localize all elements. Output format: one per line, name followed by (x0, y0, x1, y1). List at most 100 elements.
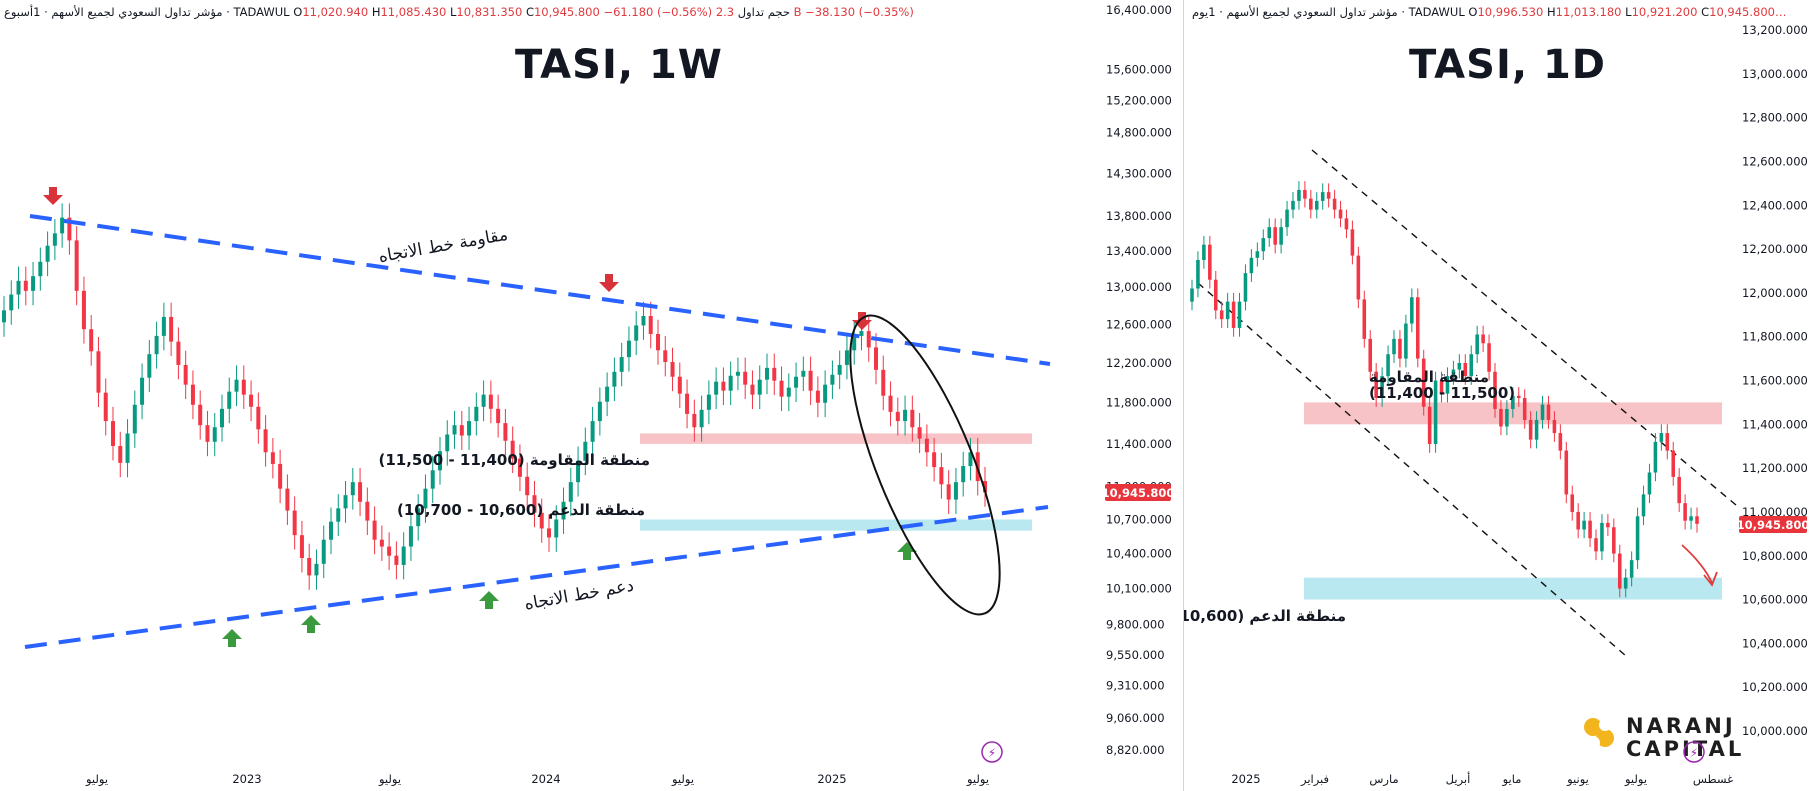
candle-body (1368, 338, 1373, 372)
candle-body (1600, 522, 1604, 552)
candle-body (1528, 419, 1533, 440)
candle-body (1606, 522, 1610, 528)
daily-chart-panel[interactable]: مؤشر تداول السعودي لجميع الأسهم · 1يوم ·… (1183, 0, 1813, 791)
candle-body (1475, 334, 1479, 355)
candle-body (1588, 520, 1592, 539)
candle-body (1326, 192, 1331, 199)
y-axis-tick: 11,400.000 (1106, 437, 1172, 451)
down-arrow-icon (599, 282, 619, 292)
candle-body (190, 384, 195, 405)
candle-body (183, 364, 188, 385)
y-axis-tick: 12,200.000 (1742, 242, 1808, 256)
candle-body (408, 526, 413, 547)
candle-body (765, 367, 769, 380)
y-axis-tick: 9,800.000 (1106, 617, 1165, 631)
candle-body (1237, 301, 1242, 328)
candle-body (103, 392, 108, 422)
lightning-icon[interactable]: ⚡ (981, 741, 1003, 763)
candle-body (496, 408, 501, 424)
high-label: H (371, 5, 381, 19)
candle-body (1196, 260, 1200, 289)
candle-body (547, 528, 551, 538)
candle-body (837, 364, 842, 375)
y-axis-tick: 10,800.000 (1742, 549, 1808, 563)
candle-body (626, 340, 631, 358)
y-axis-tick: 15,200.000 (1106, 94, 1172, 108)
candle-body (1451, 369, 1456, 377)
y-axis-tick: 10,400.000 (1106, 546, 1172, 560)
candle-body (874, 347, 878, 370)
candle-body (350, 482, 355, 496)
candle-body (1231, 301, 1236, 328)
candle-body (365, 501, 370, 521)
symbol-label[interactable]: مؤشر تداول السعودي لجميع الأسهم · 1أسبوع… (4, 5, 290, 19)
symbol-label[interactable]: مؤشر تداول السعودي لجميع الأسهم · 1يوم ·… (1192, 5, 1465, 19)
close-label: C (525, 5, 534, 19)
support-zone-label: منطقة الدعم (10,600 - 10,700) (1184, 607, 1346, 625)
lightning-icon[interactable]: ⚡ (1683, 741, 1705, 763)
candle-body (619, 357, 624, 372)
support-zone (1304, 577, 1722, 600)
low-label: L (1625, 5, 1632, 19)
candle-body (1617, 553, 1622, 589)
candle-body (329, 521, 333, 540)
candle-body (169, 316, 174, 342)
candle-body (343, 495, 348, 509)
resistance-zone-title: منطقة المقاومة (1369, 368, 1489, 386)
candle-body (779, 380, 784, 397)
candle-body (852, 335, 857, 351)
last-price-tag: 10,945.800 (1737, 516, 1809, 533)
channel-upper-line (1311, 149, 1737, 506)
candle-body (706, 394, 711, 410)
candle-body (1219, 310, 1224, 320)
x-axis-tick: فبراير (1300, 772, 1329, 787)
candle-body (1362, 299, 1367, 339)
candle-body (1398, 338, 1402, 359)
candle-body (888, 395, 893, 412)
candle-body (786, 387, 791, 397)
candle-body (1415, 297, 1420, 359)
candle-body (597, 401, 602, 422)
candle-body (1689, 516, 1693, 521)
weekly-chart-canvas[interactable]: 16,400.000 15,600.000 15,200.000 14,800.000… (0, 0, 1182, 791)
candle-body (60, 217, 65, 234)
x-axis-tick: 2023 (232, 772, 261, 786)
candle-body (1499, 408, 1503, 427)
candle-body (81, 290, 86, 330)
candle-body (983, 481, 987, 493)
y-axis-tick: 10,700.000 (1106, 512, 1172, 526)
candle-body (1279, 227, 1283, 245)
down-arrow-icon (858, 312, 866, 321)
x-axis-tick: يوليو (85, 772, 108, 787)
candle-body (52, 233, 57, 246)
candle-body (270, 452, 275, 464)
weekly-chart-panel[interactable]: مؤشر تداول السعودي لجميع الأسهم · 1أسبوع… (0, 0, 1182, 791)
candle-body (118, 445, 123, 463)
channel-lower-line (1197, 282, 1627, 657)
candle-body (648, 315, 653, 334)
candle-body (1273, 227, 1277, 245)
y-axis-tick: 12,600.000 (1106, 317, 1172, 331)
candle-body (1522, 398, 1527, 420)
candle-body (568, 482, 573, 502)
candle-body (728, 375, 733, 391)
candle-body (1392, 338, 1396, 355)
candle-body (438, 451, 442, 471)
close-value: 10,945.800… (1709, 5, 1787, 19)
candle-body (67, 217, 72, 241)
y-axis-tick: 12,400.000 (1742, 198, 1808, 212)
candle-body (140, 377, 145, 405)
daily-header: مؤشر تداول السعودي لجميع الأسهم · 1يوم ·… (1192, 5, 1786, 19)
candle-body (321, 539, 326, 564)
daily-chart-canvas[interactable]: 13,200.000 13,000.000 12,800.000 12,600.000… (1184, 0, 1813, 791)
candle-body (525, 476, 530, 496)
y-axis-tick: 11,800.000 (1106, 396, 1172, 410)
candle-body (1582, 520, 1586, 530)
y-axis-tick: 13,800.000 (1106, 209, 1172, 223)
candle-body (961, 466, 966, 483)
y-axis-tick: 12,800.000 (1742, 111, 1808, 125)
x-axis-tick: يوليو (671, 772, 694, 787)
candle-body (1439, 380, 1444, 394)
candle-body (503, 423, 508, 441)
candle-body (307, 558, 312, 576)
